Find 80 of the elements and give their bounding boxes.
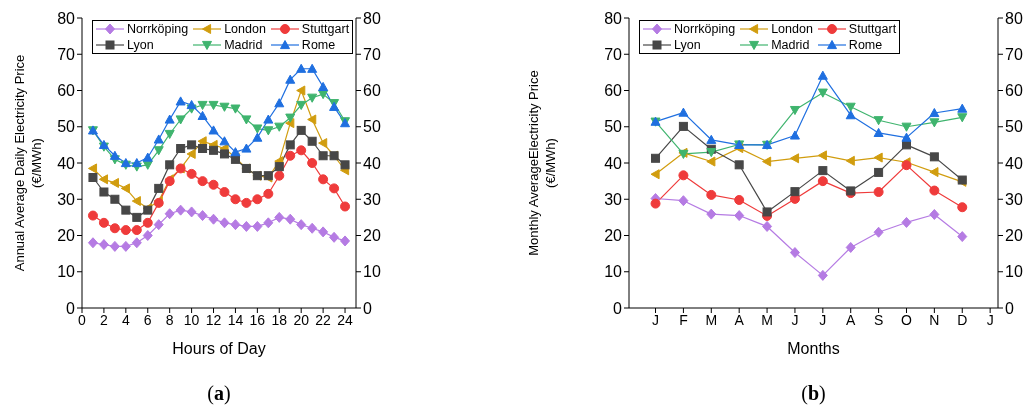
x-tick-label: J (652, 311, 660, 328)
x-tick-label: O (901, 311, 913, 328)
y2-tick-label: 10 (363, 263, 381, 281)
y-tick-label: 50 (57, 118, 76, 136)
y2-tick-label: 60 (1005, 82, 1023, 100)
y-tick-label: 40 (604, 154, 623, 172)
x-tick-label: 8 (165, 311, 174, 328)
x-tick-label: 20 (293, 311, 310, 328)
y2-tick-label: 30 (1005, 190, 1023, 208)
y-tick-label: 70 (57, 45, 76, 63)
y2-tick-label: 20 (363, 227, 381, 245)
text: (b) (800, 382, 827, 405)
legend-label: London (224, 21, 266, 37)
y2-tick-label: 70 (363, 45, 381, 63)
x-tick-label: 24 (337, 311, 354, 328)
legend-label: Norrköping (674, 21, 736, 37)
x-tick-label: F (679, 311, 688, 328)
y2-tick-label: 80 (1005, 9, 1023, 27)
legend-label: Stuttgart (848, 21, 897, 37)
y-tick-label: 10 (604, 263, 623, 281)
y-tick-label: 30 (604, 190, 623, 208)
y2-tick-label: 60 (363, 82, 381, 100)
legend-label: Rome (301, 37, 336, 53)
x-tick-label: A (846, 311, 857, 328)
x-tick-label: A (734, 311, 745, 328)
x-tick-label: D (957, 311, 968, 328)
y-tick-label: 60 (57, 82, 76, 100)
x-tick-label: M (705, 311, 718, 328)
x-tick-label: 2 (100, 311, 109, 328)
legend-label: Lyon (127, 37, 154, 53)
x-tick-label: 12 (205, 311, 222, 328)
y2-tick-label: 10 (1005, 263, 1023, 281)
x-tick-label: M (761, 311, 773, 328)
x-tick-label: J (791, 311, 799, 328)
y-tick-label: 30 (57, 190, 76, 208)
y-tick-label: 20 (57, 227, 76, 245)
y2-tick-label: 40 (1005, 154, 1023, 172)
y-axis-title: Monthly AverageElectricity Price (€/MWh) (526, 70, 558, 256)
x-tick-label: 10 (183, 311, 200, 328)
y2-tick-label: 50 (363, 118, 381, 136)
x-tick-label: 14 (227, 311, 244, 328)
y-tick-label: 70 (604, 45, 623, 63)
y2-tick-label: 50 (1005, 118, 1023, 136)
x-tick-label: 4 (121, 311, 130, 328)
y-tick-label: 10 (57, 263, 76, 281)
legend-label: Madrid (771, 37, 810, 53)
y-tick-label: 60 (604, 82, 623, 100)
x-axis-title: Hours of Day (171, 340, 267, 358)
legend-label: Madrid (224, 37, 263, 53)
y2-tick-label: 80 (363, 9, 381, 27)
y-tick-label: 40 (57, 154, 76, 172)
x-axis-title: Months (786, 340, 841, 358)
legend-label: Stuttgart (301, 21, 350, 37)
y-tick-label: 20 (604, 227, 623, 245)
y-axis-title: Annual Average Daily Electricity Price (€/MWh) (12, 54, 44, 272)
text: (a) (206, 382, 232, 405)
y2-tick-label: 30 (363, 190, 381, 208)
legend-label: London (771, 21, 813, 37)
x-tick-label: 22 (315, 311, 332, 328)
y-tick-label: 80 (604, 9, 623, 27)
x-tick-label: J (819, 311, 827, 328)
x-tick-label: 18 (271, 311, 288, 328)
y-tick-label: 0 (613, 299, 623, 317)
y2-tick-label: 70 (1005, 45, 1023, 63)
legend-label: Norrköping (127, 21, 189, 37)
y2-tick-label: 0 (1005, 299, 1014, 317)
x-tick-label: 16 (249, 311, 266, 328)
x-tick-label: J (986, 311, 994, 328)
x-tick-label: S (873, 311, 884, 328)
y2-tick-label: 0 (363, 299, 372, 317)
x-tick-label: N (929, 311, 940, 328)
x-tick-label: 6 (143, 311, 152, 328)
legend-label: Lyon (674, 37, 701, 53)
y-tick-label: 0 (66, 299, 76, 317)
y-tick-label: 80 (57, 9, 76, 27)
x-tick-label: 0 (78, 311, 87, 328)
y-tick-label: 50 (604, 118, 623, 136)
y2-tick-label: 20 (1005, 227, 1023, 245)
y2-tick-label: 40 (363, 154, 381, 172)
legend-label: Rome (848, 37, 883, 53)
